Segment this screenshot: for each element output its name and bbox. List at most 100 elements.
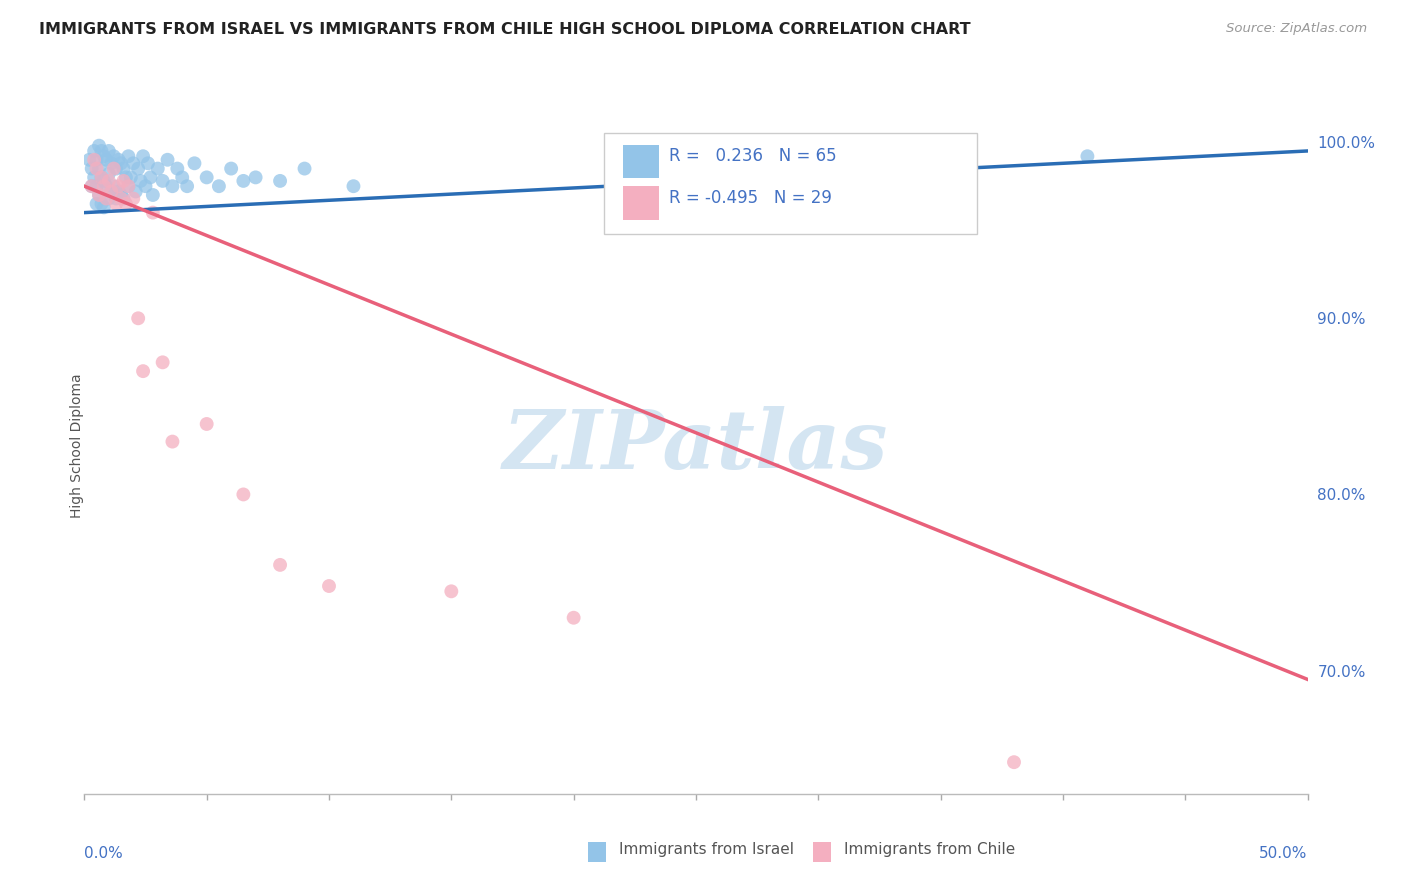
Point <box>117 179 139 194</box>
Point <box>87 188 110 202</box>
Point <box>97 174 120 188</box>
Point <box>110 192 132 206</box>
Point <box>100 185 122 199</box>
Point <box>97 144 120 158</box>
Point <box>93 149 115 163</box>
Point <box>105 161 128 176</box>
Point <box>90 170 112 185</box>
Point <box>269 558 291 572</box>
Point <box>103 149 125 163</box>
Point <box>232 487 254 501</box>
Point <box>156 153 179 167</box>
Point <box>245 170 267 185</box>
Point <box>219 161 242 176</box>
Point <box>166 161 188 176</box>
Point <box>152 174 174 188</box>
Point <box>90 170 112 185</box>
Point <box>117 179 139 194</box>
Point <box>562 611 585 625</box>
Point <box>107 179 129 194</box>
Point <box>132 149 155 163</box>
Point <box>183 156 205 170</box>
FancyBboxPatch shape <box>605 133 977 234</box>
Point <box>80 179 103 194</box>
Point <box>127 311 149 326</box>
Point <box>86 196 108 211</box>
Text: ZIPatlas: ZIPatlas <box>503 406 889 486</box>
Point <box>318 579 340 593</box>
Point <box>1002 755 1025 769</box>
Point <box>142 205 165 219</box>
Point <box>136 156 159 170</box>
Point <box>232 174 254 188</box>
Point <box>172 170 194 185</box>
Point <box>122 156 145 170</box>
Y-axis label: High School Diploma: High School Diploma <box>70 374 84 518</box>
Point <box>115 170 138 185</box>
Point <box>195 170 218 185</box>
Point <box>110 156 132 170</box>
Point <box>77 153 100 167</box>
Point <box>87 161 110 176</box>
Point <box>96 179 118 194</box>
Point <box>86 161 108 176</box>
Point <box>342 179 364 194</box>
Point <box>122 192 145 206</box>
Point <box>83 153 105 167</box>
Point <box>103 179 125 194</box>
Point <box>107 185 129 199</box>
Point <box>142 188 165 202</box>
Point <box>100 156 122 170</box>
FancyBboxPatch shape <box>623 145 659 178</box>
Point <box>100 185 122 199</box>
Text: 0.0%: 0.0% <box>84 846 124 861</box>
Point <box>129 174 152 188</box>
Point <box>83 144 105 158</box>
Point <box>146 161 169 176</box>
Point <box>80 161 103 176</box>
Point <box>90 196 112 211</box>
Point <box>132 364 155 378</box>
Point <box>86 153 108 167</box>
Point <box>103 161 125 176</box>
Point <box>269 174 291 188</box>
Point <box>162 179 184 194</box>
Point <box>112 192 135 206</box>
Point <box>80 179 103 194</box>
Point <box>125 185 148 199</box>
Point <box>93 174 115 188</box>
Text: R =   0.236   N = 65: R = 0.236 N = 65 <box>669 147 837 165</box>
Point <box>162 434 184 449</box>
Text: 50.0%: 50.0% <box>1260 846 1308 861</box>
Point <box>1076 149 1098 163</box>
Point <box>90 144 112 158</box>
Point <box>105 196 128 211</box>
Point <box>96 153 118 167</box>
Point <box>96 192 118 206</box>
Point <box>195 417 218 431</box>
Point <box>87 188 110 202</box>
Text: Source: ZipAtlas.com: Source: ZipAtlas.com <box>1226 22 1367 36</box>
Point <box>115 196 138 211</box>
Point <box>117 149 139 163</box>
Point <box>807 161 830 176</box>
FancyBboxPatch shape <box>623 186 659 220</box>
Point <box>112 174 135 188</box>
Text: IMMIGRANTS FROM ISRAEL VS IMMIGRANTS FROM CHILE HIGH SCHOOL DIPLOMA CORRELATION : IMMIGRANTS FROM ISRAEL VS IMMIGRANTS FRO… <box>39 22 972 37</box>
Point <box>152 355 174 369</box>
Point <box>87 138 110 153</box>
Text: Immigrants from Chile: Immigrants from Chile <box>844 842 1015 856</box>
Text: Immigrants from Israel: Immigrants from Israel <box>619 842 793 856</box>
Point <box>440 584 463 599</box>
Point <box>176 179 198 194</box>
Point <box>135 179 157 194</box>
Point <box>97 192 120 206</box>
Point <box>97 167 120 181</box>
Point <box>294 161 316 176</box>
Point <box>120 170 142 185</box>
Point <box>112 161 135 176</box>
Point <box>86 179 108 194</box>
Point <box>83 170 105 185</box>
Point <box>139 170 162 185</box>
Point <box>93 200 115 214</box>
